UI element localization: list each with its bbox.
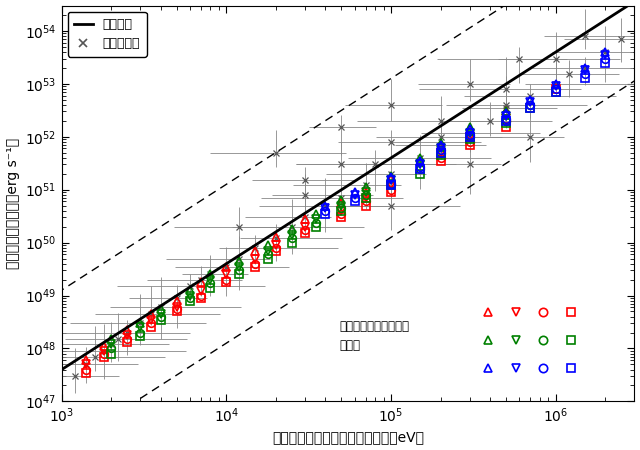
Legend: 米徳関係, 観測データ: 米徳関係, 観測データ bbox=[68, 12, 147, 57]
X-axis label: スペクトルのピークエネルギー（eV）: スペクトルのピークエネルギー（eV） bbox=[272, 431, 424, 445]
Text: 数値シミュレーショん
の結果: 数値シミュレーショん の結果 bbox=[339, 320, 410, 352]
Y-axis label: 明るさの最大光度（erg s⁻¹）: 明るさの最大光度（erg s⁻¹） bbox=[6, 138, 20, 269]
